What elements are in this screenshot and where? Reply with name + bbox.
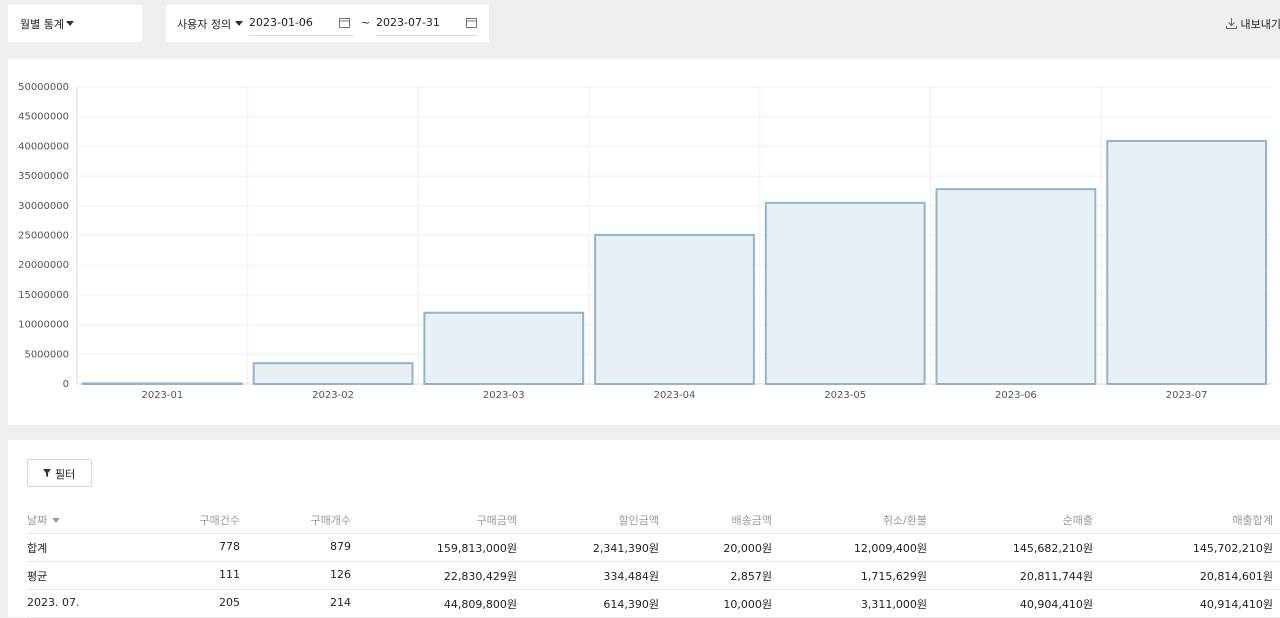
y-tick-label: 0	[63, 379, 69, 390]
table-cell: 44,809,800원	[444, 596, 517, 612]
export-label: 내보내기	[1241, 18, 1280, 31]
filter-icon	[43, 469, 51, 477]
row-label: 2023. 07.	[27, 596, 79, 609]
period-select[interactable]: 월별 통계	[20, 16, 64, 32]
table-cell: 3,311,000원	[861, 596, 927, 612]
table-cell: 2,341,390원	[593, 540, 659, 556]
row-divider	[27, 561, 1280, 562]
end-date: 2023-07-31	[376, 16, 440, 29]
table-cell: 20,000원	[723, 540, 772, 556]
x-tick-label: 2023-04	[654, 390, 696, 401]
column-header[interactable]: 날짜	[27, 512, 60, 528]
column-header: 배송금액	[732, 512, 772, 528]
column-header: 매출합계	[1233, 512, 1273, 528]
y-tick-label: 25000000	[18, 231, 69, 242]
x-tick-label: 2023-06	[995, 390, 1037, 401]
filter-label: 필터	[55, 466, 75, 482]
end-date-input[interactable]: 2023-07-31	[376, 16, 478, 36]
table-cell: 126	[330, 568, 351, 581]
bar	[424, 313, 583, 384]
bar	[595, 235, 754, 384]
table-cell: 145,682,210원	[1013, 540, 1093, 556]
x-tick-label: 2023-03	[483, 390, 525, 401]
table-cell: 145,702,210원	[1193, 540, 1273, 556]
y-tick-label: 10000000	[18, 320, 69, 331]
bar	[1107, 141, 1266, 384]
row-label: 합계	[27, 540, 47, 556]
bar	[937, 189, 1096, 384]
y-tick-label: 15000000	[18, 290, 69, 301]
export-button[interactable]: 내보내기	[1226, 16, 1280, 32]
y-tick-label: 40000000	[18, 141, 69, 152]
table-cell: 879	[330, 540, 351, 553]
sort-icon	[52, 518, 60, 524]
table-cell: 159,813,000원	[437, 540, 517, 556]
range-type[interactable]: 사용자 정의	[177, 16, 231, 32]
column-header: 구매건수	[200, 512, 240, 528]
column-header: 순매출	[1063, 512, 1093, 528]
column-header: 취소/환불	[883, 512, 927, 528]
download-icon	[1226, 18, 1237, 29]
calendar-icon[interactable]	[466, 17, 477, 28]
calendar-icon[interactable]	[339, 17, 350, 28]
y-tick-label: 45000000	[18, 112, 69, 123]
dropdown-icon	[235, 21, 243, 27]
table-cell: 20,814,601원	[1200, 568, 1273, 584]
y-tick-label: 30000000	[18, 201, 69, 212]
bar	[766, 203, 925, 384]
table-cell: 10,000원	[723, 596, 772, 612]
range-card: 사용자 정의 2023-01-06 ~ 2023-07-31	[166, 5, 489, 42]
table-cell: 12,009,400원	[854, 540, 927, 556]
x-tick-label: 2023-02	[312, 390, 354, 401]
x-tick-label: 2023-01	[141, 390, 183, 401]
table-cell: 20,811,744원	[1020, 568, 1093, 584]
table-cell: 1,715,629원	[861, 568, 927, 584]
x-tick-label: 2023-05	[824, 390, 866, 401]
table-cell: 205	[219, 596, 240, 609]
row-divider	[27, 589, 1280, 590]
chart-card: 0 5000000 10000000 15000000 20000000 25000000…	[8, 59, 1280, 425]
dropdown-icon	[66, 21, 74, 27]
separator: ~	[361, 16, 370, 29]
column-header: 구매개수	[311, 512, 351, 528]
column-header: 구매금액	[477, 512, 517, 528]
table-cell: 2,857원	[730, 568, 772, 584]
period-card: 월별 통계	[8, 5, 142, 42]
row-divider	[27, 533, 1280, 534]
y-tick-label: 35000000	[18, 171, 69, 182]
y-tick-label: 20000000	[18, 260, 69, 271]
bar	[83, 383, 242, 384]
table-cell: 778	[219, 540, 240, 553]
table-cell: 214	[330, 596, 351, 609]
x-tick-label: 2023-07	[1166, 390, 1208, 401]
column-header: 할인금액	[619, 512, 659, 528]
table-cell: 614,390원	[603, 596, 659, 612]
table-cell: 22,830,429원	[444, 568, 517, 584]
y-tick-label: 50000000	[18, 82, 69, 93]
bar	[254, 363, 413, 384]
table-cell: 334,484원	[603, 568, 659, 584]
table-cell: 40,914,410원	[1200, 596, 1273, 612]
row-label: 평균	[27, 568, 47, 584]
start-date: 2023-01-06	[249, 16, 313, 29]
chart: 0 5000000 10000000 15000000 20000000 25000000…	[8, 59, 1280, 425]
filter-button[interactable]: 필터	[27, 459, 92, 487]
y-tick-label: 5000000	[24, 349, 69, 360]
table-cell: 40,904,410원	[1020, 596, 1093, 612]
table-cell: 111	[219, 568, 240, 581]
